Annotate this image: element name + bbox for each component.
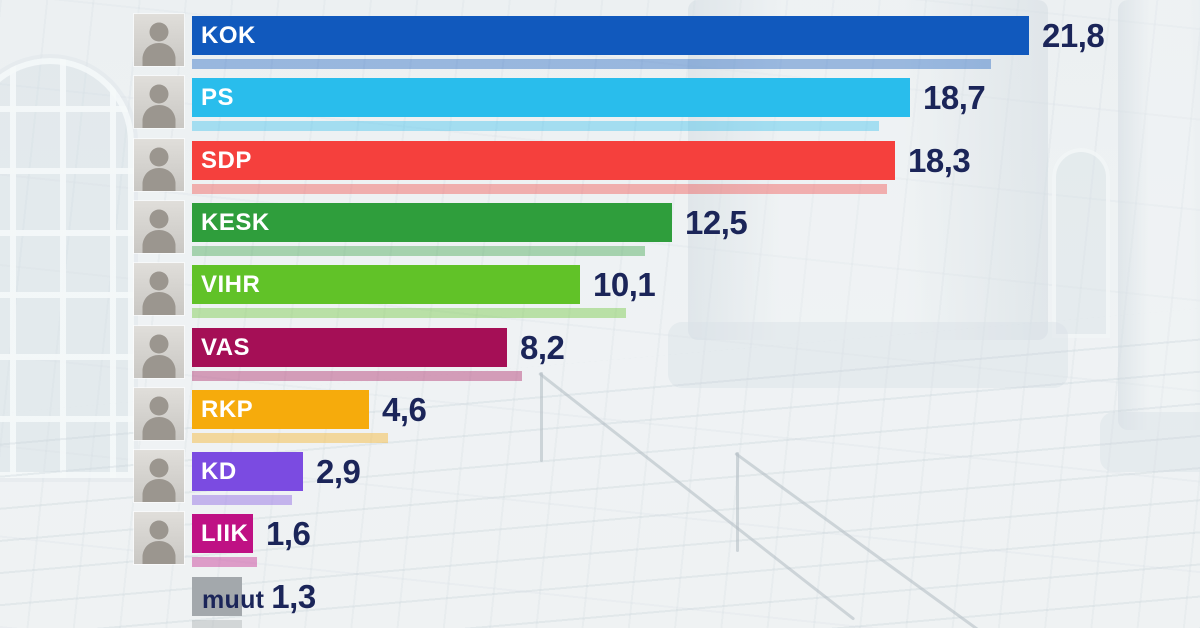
previous-value-bar: [192, 371, 522, 381]
party-bar: [192, 390, 369, 429]
party-row: RKP 4,6: [0, 388, 1200, 452]
arched-window: [0, 58, 134, 478]
support-value: 18,7: [923, 79, 986, 116]
person-silhouette-icon: [142, 520, 176, 564]
support-value: 8,2: [520, 329, 565, 366]
party-abbreviation: KOK: [201, 22, 256, 49]
person-silhouette-icon: [142, 271, 176, 315]
party-abbreviation: LIIK: [201, 520, 249, 547]
party-row: VAS 8,2: [0, 326, 1200, 390]
person-silhouette-icon: [142, 147, 176, 191]
party-bar: [192, 265, 580, 304]
column-base: [1100, 412, 1200, 472]
party-abbreviation: SDP: [201, 147, 252, 174]
party-bar: [192, 514, 253, 553]
support-value: 2,9: [316, 453, 361, 490]
support-value: 10,1: [593, 266, 656, 303]
column: [1118, 0, 1200, 430]
party-row: KOK 21,8: [0, 14, 1200, 78]
leader-photo: [134, 14, 184, 66]
support-value: 1,3: [271, 578, 316, 615]
leader-photo: [134, 139, 184, 191]
column-base: [668, 322, 1068, 388]
party-row: VIHR 10,1: [0, 263, 1200, 327]
person-silhouette-icon: [142, 84, 176, 128]
person-silhouette-icon: [142, 334, 176, 378]
party-bar: [192, 16, 1029, 55]
party-bar: [192, 577, 242, 616]
previous-value-bar: [192, 308, 626, 318]
party-row: muut 1,3: [0, 577, 1200, 628]
leader-photo: [134, 201, 184, 253]
support-value: 1,6: [266, 515, 311, 552]
support-value: 21,8: [1042, 17, 1105, 54]
party-abbreviation: KD: [201, 458, 237, 485]
party-bar: [192, 452, 303, 491]
person-silhouette-icon: [142, 209, 176, 253]
leader-photo: [134, 450, 184, 502]
handrail-post: [540, 372, 543, 462]
party-row: LIIK 1,6: [0, 512, 1200, 576]
previous-value-bar: [192, 557, 257, 567]
previous-value-bar: [192, 246, 645, 256]
leader-photo: [134, 512, 184, 564]
party-abbreviation: VIHR: [201, 271, 261, 298]
party-row: PS 18,7: [0, 76, 1200, 140]
previous-value-bar: [192, 59, 991, 69]
previous-value-bar: [192, 620, 242, 628]
person-silhouette-icon: [142, 458, 176, 502]
party-abbreviation: PS: [201, 84, 235, 111]
leader-photo: [134, 388, 184, 440]
party-abbreviation: VAS: [201, 334, 251, 361]
party-bar: [192, 203, 672, 242]
leader-photo: [134, 326, 184, 378]
previous-value-bar: [192, 495, 292, 505]
party-bar: [192, 141, 895, 180]
person-silhouette-icon: [142, 396, 176, 440]
others-label-group: muut 1,3: [202, 577, 316, 616]
party-abbreviation: RKP: [201, 396, 254, 423]
party-bar: [192, 328, 507, 367]
leader-photo: [134, 76, 184, 128]
others-label: muut: [202, 586, 265, 614]
previous-value-bar: [192, 121, 879, 131]
previous-value-bar: [192, 184, 887, 194]
party-row: SDP 18,3: [0, 139, 1200, 203]
handrail-post: [736, 452, 739, 552]
previous-value-bar: [192, 433, 388, 443]
party-abbreviation: KESK: [201, 209, 270, 236]
party-row: KESK 12,5: [0, 201, 1200, 265]
small-arched-window: [1052, 148, 1110, 338]
leader-photo: [134, 263, 184, 315]
support-value: 12,5: [685, 204, 748, 241]
person-silhouette-icon: [142, 22, 176, 66]
support-value: 18,3: [908, 142, 971, 179]
party-row: KD 2,9: [0, 450, 1200, 514]
party-bar: [192, 78, 910, 117]
support-value: 4,6: [382, 391, 427, 428]
